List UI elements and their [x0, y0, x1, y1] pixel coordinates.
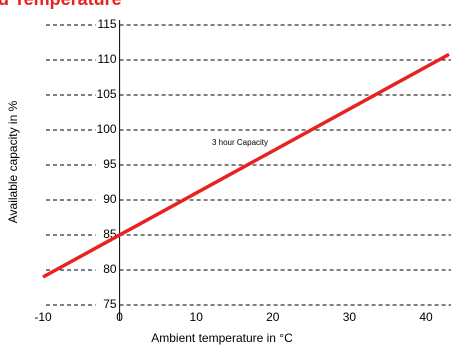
y-tick-label: 110 — [97, 52, 116, 66]
y-tick-label: 90 — [103, 192, 117, 206]
annotation: 3 hour Capacity — [212, 138, 268, 147]
y-axis-label: Available capacity in % — [6, 100, 20, 223]
x-tick-label: -10 — [34, 310, 52, 324]
y-tick-label: 75 — [103, 297, 117, 311]
x-axis-label: Ambient temperature in °C — [151, 331, 293, 345]
x-tick-label: 0 — [116, 310, 123, 324]
y-tick-label: 105 — [97, 87, 117, 101]
y-tick-label: 95 — [103, 157, 117, 171]
x-tick-label: 30 — [343, 310, 357, 324]
x-tick-label: 20 — [266, 310, 280, 324]
y-tick-label: 100 — [97, 122, 117, 136]
chart-title: d Temperature — [0, 0, 122, 9]
y-tick-label: 80 — [103, 262, 117, 276]
x-tick-label: 10 — [190, 310, 204, 324]
x-tick-label: 40 — [419, 310, 433, 324]
data-line — [42, 52, 450, 279]
y-tick-label: 115 — [97, 17, 116, 31]
